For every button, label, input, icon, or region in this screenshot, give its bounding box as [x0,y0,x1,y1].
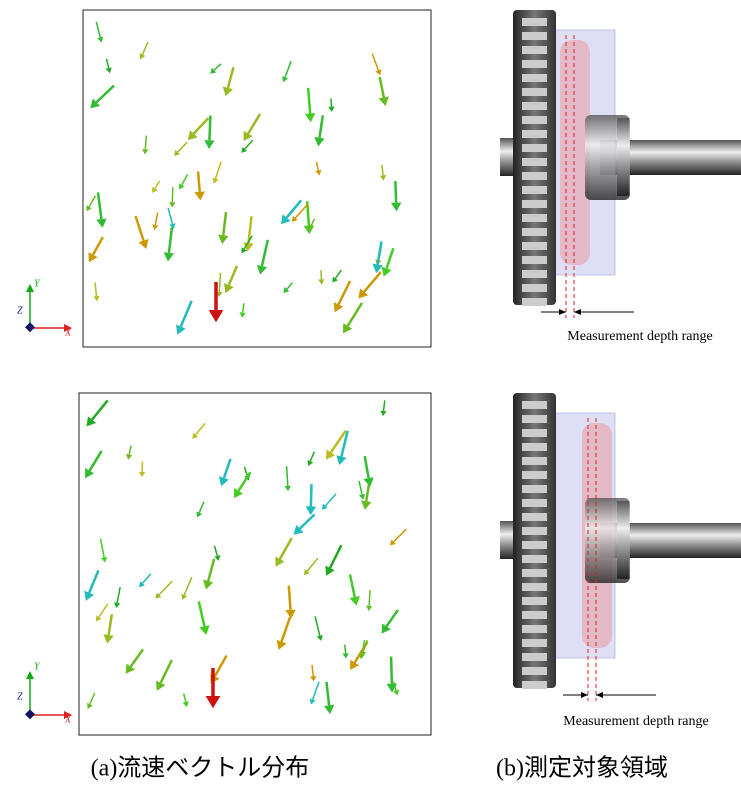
tooth [522,60,547,68]
vector [345,645,346,654]
tooth [522,18,547,26]
depth-head [581,692,588,698]
tooth [522,597,547,605]
depth-head [596,692,603,698]
tooth [522,144,547,152]
tooth [522,667,547,675]
tooth [522,88,547,96]
depth-label: Measurement depth range [563,714,708,729]
tooth [522,158,547,166]
vector [289,586,291,610]
axis-label: Y [34,661,41,672]
axis-triad: Y Z X [17,278,72,338]
vector [311,484,312,506]
vector [198,172,200,192]
caption: (b)測定対象領域 [496,755,668,782]
tooth [522,102,547,110]
tooth [522,485,547,493]
tooth [522,74,547,82]
tooth [522,130,547,138]
tooth [522,569,547,577]
caption: (a)流速ベクトル分布 [91,755,310,782]
tooth [522,116,547,124]
tooth [522,611,547,619]
vector [391,657,392,684]
fan-drawing [500,393,741,701]
axis-label: X [64,327,72,338]
tooth [522,443,547,451]
tooth [522,681,547,689]
collar [617,501,629,579]
tooth [522,527,547,535]
axis-label: Y [34,278,41,289]
figure: Y Z X Y Z X Measurement depth range Meas… [0,0,741,793]
tooth [522,639,547,647]
tooth [522,46,547,54]
tooth [522,298,547,306]
vector [395,181,396,203]
vector [209,116,210,141]
fan-drawing [500,10,741,318]
tooth [522,653,547,661]
depth-head [559,309,566,315]
vector [172,187,173,202]
tooth [522,270,547,278]
tooth [522,172,547,180]
tooth [522,429,547,437]
tooth [522,625,547,633]
axis-label: X [64,714,72,725]
collar [617,118,629,196]
tooth [522,32,547,40]
tooth [522,214,547,222]
tooth [522,499,547,507]
tooth [522,186,547,194]
axis-triad: Y Z X [17,661,72,725]
tooth [522,541,547,549]
tooth [522,513,547,521]
tooth [522,284,547,292]
vector [331,98,332,106]
tooth [522,256,547,264]
depth-label: Measurement depth range [567,329,712,344]
tooth [522,555,547,563]
tooth [522,415,547,423]
vector [145,136,146,150]
axis-label: Z [17,691,23,702]
tooth [522,471,547,479]
tooth [522,583,547,591]
vector-panel [79,393,431,735]
tooth [522,200,547,208]
tooth [522,457,547,465]
axis-label: Z [17,305,23,316]
vector-panel [83,10,431,347]
tooth [522,401,547,409]
tooth [522,228,547,236]
depth-head [574,309,581,315]
vector [369,590,370,606]
tooth [522,242,547,250]
